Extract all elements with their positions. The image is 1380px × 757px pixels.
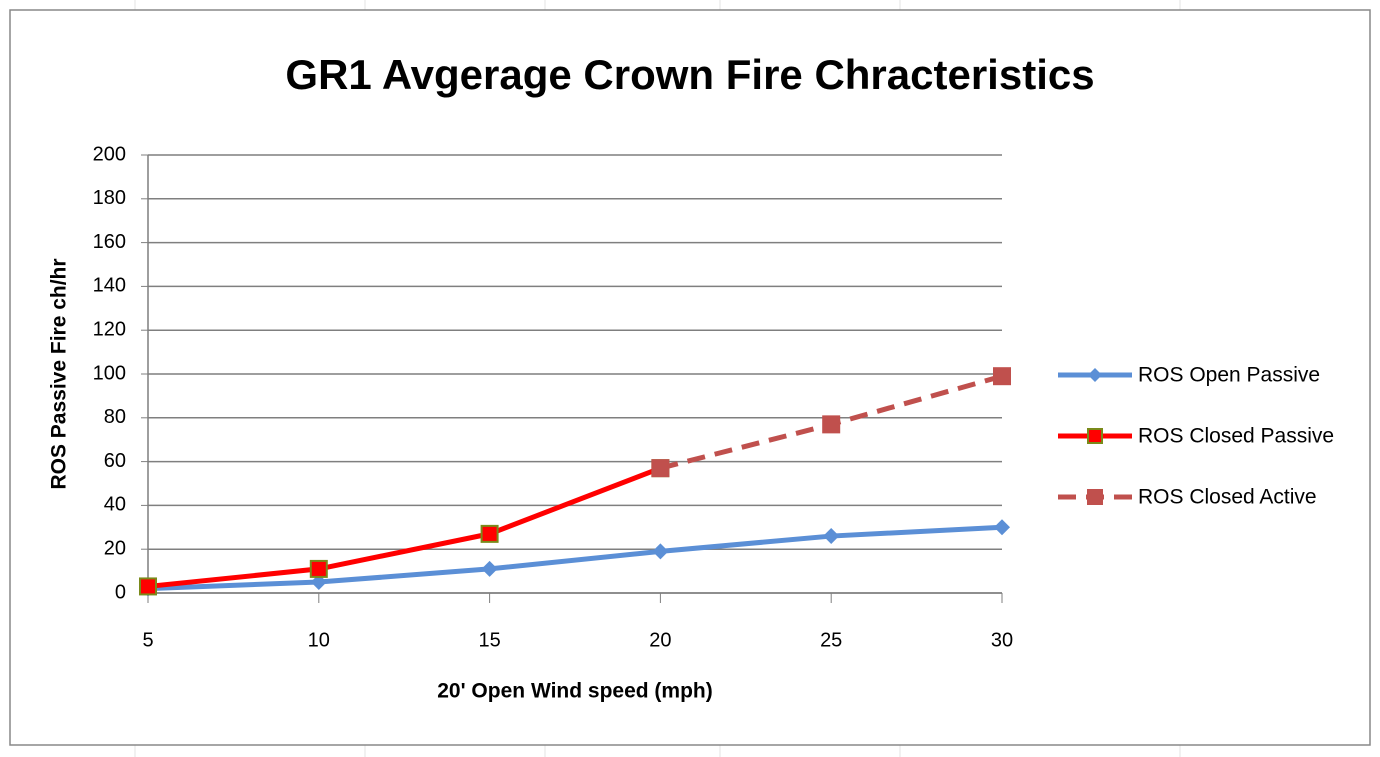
marker bbox=[993, 367, 1011, 386]
legend-marker bbox=[1087, 489, 1103, 505]
x-tick-label: 30 bbox=[991, 629, 1013, 651]
series-line bbox=[147, 524, 1003, 592]
legend-label: ROS Closed Passive bbox=[1138, 425, 1334, 448]
marker bbox=[994, 519, 1010, 536]
series-line bbox=[147, 465, 662, 589]
y-tick-label: 20 bbox=[104, 537, 126, 559]
legend-label: ROS Open Passive bbox=[1138, 364, 1320, 387]
y-tick-label: 200 bbox=[93, 143, 126, 165]
y-tick-label: 40 bbox=[104, 494, 126, 516]
x-tick-label: 15 bbox=[478, 629, 500, 651]
y-tick-label: 180 bbox=[93, 187, 126, 209]
marker bbox=[139, 577, 157, 596]
legend-marker bbox=[1088, 368, 1102, 382]
chart-title: GR1 Avgerage Crown Fire Chracteristics bbox=[285, 51, 1094, 98]
legend-label: ROS Closed Active bbox=[1138, 486, 1317, 509]
x-tick-label: 25 bbox=[820, 629, 842, 651]
chart-frame bbox=[9, 9, 1371, 746]
marker bbox=[823, 528, 840, 545]
x-tick-label: 10 bbox=[308, 629, 330, 651]
x-tick-label: 5 bbox=[142, 629, 153, 651]
legend-marker bbox=[1087, 428, 1103, 444]
y-tick-label: 160 bbox=[93, 231, 126, 253]
marker bbox=[822, 415, 841, 434]
y-tick-label: 0 bbox=[115, 581, 126, 603]
marker bbox=[310, 574, 327, 591]
marker bbox=[481, 560, 498, 577]
x-axis-label: 20' Open Wind speed (mph) bbox=[437, 680, 713, 703]
y-axis-label: ROS Passive Fire ch/hr bbox=[48, 258, 71, 489]
y-tick-label: 100 bbox=[93, 362, 126, 384]
y-tick-label: 120 bbox=[93, 318, 126, 340]
y-tick-label: 60 bbox=[104, 450, 126, 472]
x-tick-label: 20 bbox=[649, 629, 671, 651]
marker bbox=[652, 543, 669, 560]
marker bbox=[309, 559, 328, 578]
marker bbox=[651, 459, 670, 478]
marker bbox=[480, 524, 499, 543]
y-tick-label: 140 bbox=[93, 275, 126, 297]
y-tick-label: 80 bbox=[104, 406, 126, 428]
